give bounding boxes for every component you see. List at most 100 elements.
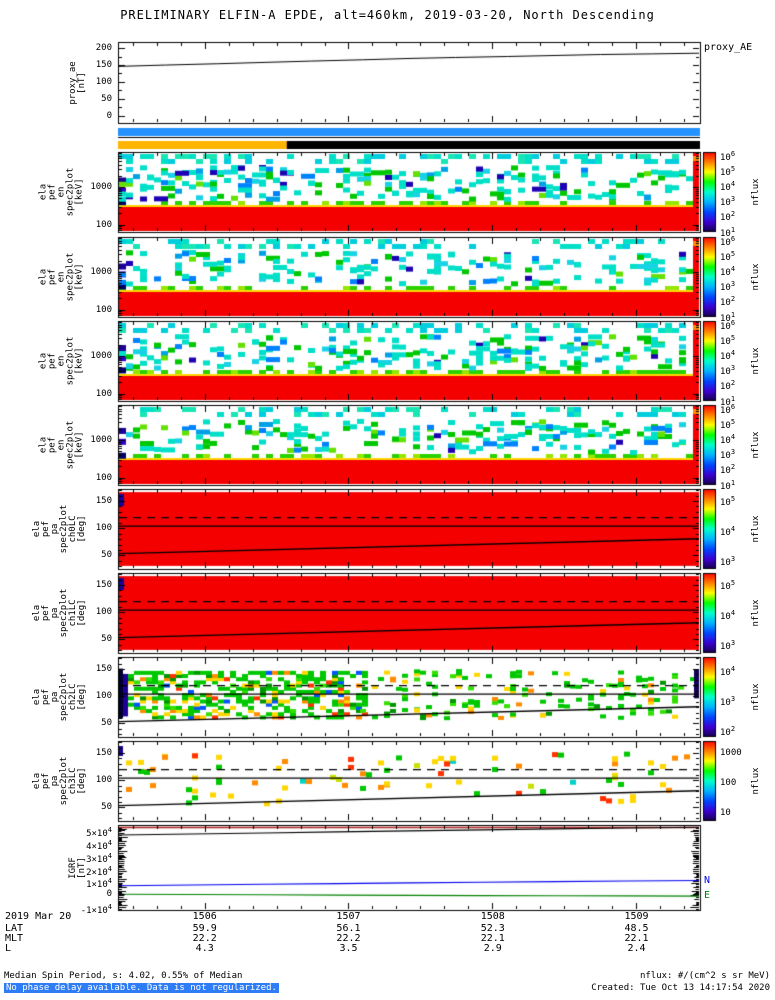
y-tick-label: 150: [95, 496, 112, 506]
espec-c-ytitle: ela pef en spec2plot [keV]: [38, 336, 85, 386]
colorbar-tick-label: 104: [720, 609, 736, 622]
colorbar-tick-label: 1000: [720, 748, 742, 758]
legend-E: E: [704, 890, 711, 902]
y-tick-label: 100: [95, 388, 112, 399]
colorbar-tick-label: 103: [720, 280, 736, 294]
legend-N: N: [704, 874, 711, 886]
y-tick-label: -1×104: [80, 902, 112, 916]
y-tick-label: 50: [101, 802, 112, 813]
y-tick-label: 0: [106, 889, 112, 900]
y-tick-label: 1000: [90, 351, 112, 362]
y-tick-label: 150: [95, 59, 112, 70]
annotation-row-value: 48.5: [624, 923, 649, 934]
annotation-row-value: 22.1: [480, 933, 505, 944]
igrf-ytitle: IGRF [nT]: [68, 856, 87, 879]
annotation-row-value: 52.3: [480, 923, 505, 934]
colorbar-tick-label: 104: [720, 433, 736, 446]
annotation-row-value: 56.1: [336, 923, 361, 934]
colorbar-tick-label: 103: [720, 448, 736, 462]
colorbar-tick-label: 104: [720, 525, 736, 538]
y-tick-label: 100: [95, 304, 112, 315]
colorbar-title: nflux: [751, 431, 761, 459]
x-axis-date-label: 2019 Mar 20: [5, 911, 72, 922]
y-tick-label: 4×104: [86, 838, 112, 852]
colorbar-tick-label: 102: [720, 379, 736, 393]
annotation-row-value: 2.9: [483, 943, 502, 954]
y-tick-label: 150: [95, 580, 112, 590]
y-tick-label: 100: [95, 219, 112, 230]
x-tick-time-label: 1508: [480, 911, 505, 922]
colorbar-title: nflux: [751, 178, 761, 206]
colorbar-title: nflux: [751, 263, 761, 291]
pa-ch2lc-ytitle: ela pef pa spec2plot ch2LC [deg]: [32, 672, 87, 722]
colorbar-tick-label: 105: [720, 333, 736, 347]
footer-created-timestamp: Created: Tue Oct 13 14:17:54 2020: [591, 983, 770, 993]
colorbar-tick-label: 106: [720, 318, 736, 332]
colorbar-tick-label: 103: [720, 694, 736, 708]
y-tick-label: 1000: [90, 267, 112, 278]
pa-ch1lc-ytitle: ela pef pa spec2plot ch1LC [deg]: [32, 588, 87, 638]
y-tick-label: 50: [101, 550, 112, 561]
annotation-row-name-lat: LAT: [5, 923, 24, 934]
colorbar-tick-label: 103: [720, 555, 736, 569]
y-tick-label: 3×104: [86, 851, 112, 865]
colorbar-title: nflux: [751, 347, 761, 375]
espec-a-ytitle: ela pef en spec2plot [keV]: [38, 167, 85, 217]
x-tick-time-label: 1506: [192, 911, 217, 922]
annotation-row-value: 22.2: [336, 933, 361, 944]
colorbar-tick-label: 105: [720, 249, 736, 263]
colorbar-tick-label: 101: [720, 310, 736, 324]
colorbar-tick-label: 104: [720, 265, 736, 278]
y-tick-label: 100: [95, 775, 112, 786]
y-tick-label: 150: [95, 664, 112, 674]
y-tick-label: 5×104: [86, 826, 112, 840]
y-tick-label: 50: [101, 718, 112, 729]
annotation-row-value: 22.2: [192, 933, 217, 944]
colorbar-tick-label: 106: [720, 149, 736, 163]
colorbar-tick-label: 102: [720, 210, 736, 224]
colorbar-tick-label: 106: [720, 402, 736, 416]
y-tick-label: 150: [95, 748, 112, 758]
colorbar-title: nflux: [751, 599, 761, 627]
y-tick-label: 1×104: [86, 877, 112, 891]
pa-ch3lc-ytitle: ela pef pa spec2plot ch3LC [deg]: [32, 756, 87, 806]
y-tick-label: 100: [95, 472, 112, 483]
annotation-row-value: 3.5: [339, 943, 358, 954]
y-tick-label: 0: [106, 110, 112, 121]
colorbar-tick-label: 105: [720, 578, 736, 592]
colorbar-tick-label: 105: [720, 164, 736, 178]
y-tick-label: 100: [95, 76, 112, 87]
colorbar-tick-label: 101: [720, 225, 736, 239]
y-tick-label: 100: [95, 607, 112, 618]
colorbar-tick-label: 101: [720, 394, 736, 408]
espec-d-ytitle: ela pef en spec2plot [keV]: [38, 420, 85, 470]
colorbar-tick-label: 102: [720, 463, 736, 477]
colorbar-tick-label: 102: [720, 725, 736, 738]
x-tick-time-label: 1507: [336, 911, 361, 922]
espec-b-ytitle: ela pef en spec2plot [keV]: [38, 252, 85, 302]
y-tick-label: 2×104: [86, 864, 112, 878]
annotation-row-value: 2.4: [627, 943, 646, 954]
colorbar-tick-label: 103: [720, 195, 736, 209]
colorbar-title: nflux: [751, 767, 761, 795]
colorbar-tick-label: 105: [720, 494, 736, 508]
legend-proxy-ae: proxy_AE: [704, 42, 753, 53]
annotation-row-value: 59.9: [192, 923, 217, 934]
footer-phase-delay-note: No phase delay available. Data is not re…: [4, 983, 279, 993]
colorbar-tick-label: 104: [720, 180, 736, 193]
y-tick-label: 50: [101, 634, 112, 645]
colorbar-title: nflux: [751, 683, 761, 711]
annotation-row-name-mlt: MLT: [5, 933, 24, 944]
y-tick-label: 1000: [90, 435, 112, 446]
colorbar-tick-label: 103: [720, 364, 736, 378]
footer-nflux-units: nflux: #/(cm^2 s sr MeV): [639, 971, 770, 981]
pa-ch0lc-ytitle: ela pef pa spec2plot ch0LC [deg]: [32, 504, 87, 554]
y-tick-label: 50: [101, 93, 112, 104]
annotation-row-name-l: L: [5, 943, 12, 954]
colorbar-tick-label: 104: [720, 349, 736, 362]
colorbar-tick-label: 10: [720, 808, 731, 818]
colorbar-tick-label: 103: [720, 639, 736, 653]
colorbar-tick-label: 102: [720, 295, 736, 309]
